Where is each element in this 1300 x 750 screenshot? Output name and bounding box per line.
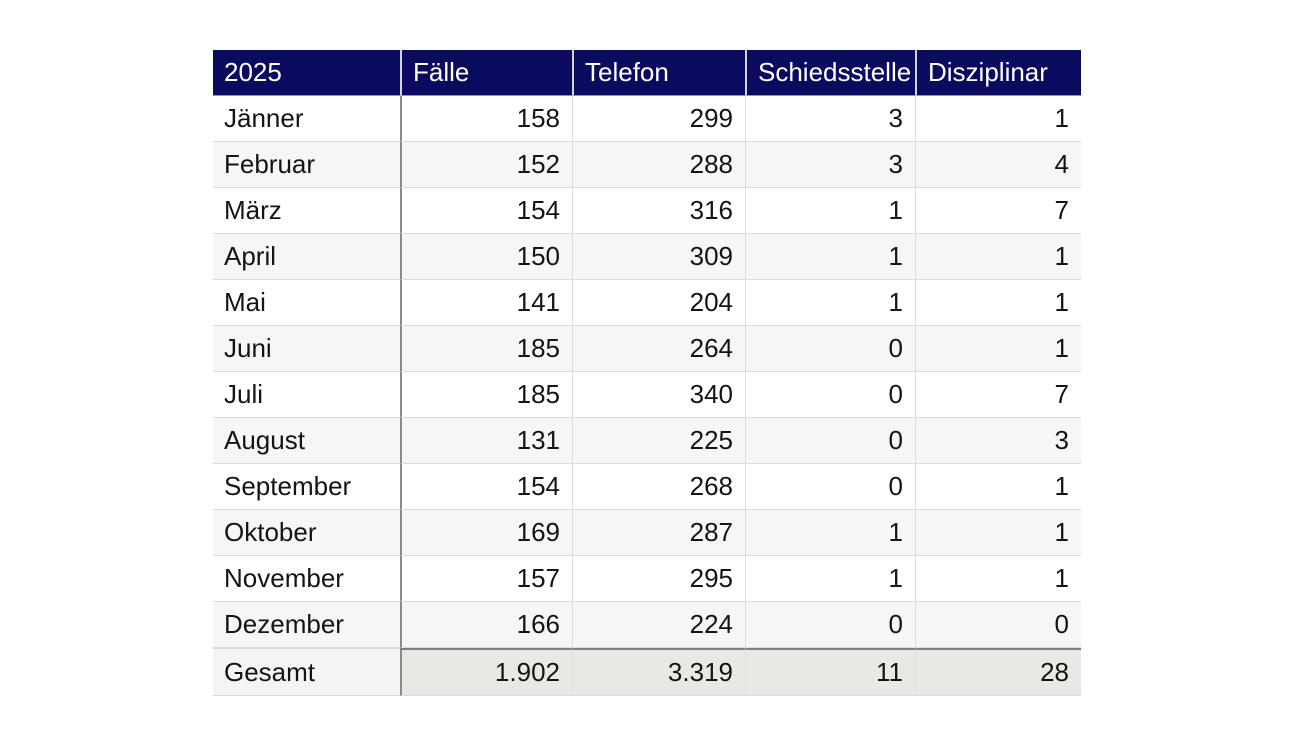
table-header: 2025 Fälle Telefon Schiedsstelle Diszipl… bbox=[213, 50, 1081, 96]
table-row: April 150 309 1 1 bbox=[213, 234, 1081, 280]
value-cell: 1 bbox=[915, 556, 1081, 602]
value-cell: 295 bbox=[572, 556, 745, 602]
value-cell: 0 bbox=[745, 602, 915, 648]
value-cell: 1 bbox=[915, 464, 1081, 510]
total-value-cell: 11 bbox=[745, 648, 915, 696]
month-cell: November bbox=[213, 556, 400, 602]
header-cell-faelle: Fälle bbox=[400, 50, 572, 96]
table-footer: Gesamt 1.902 3.319 11 28 bbox=[213, 648, 1081, 696]
month-cell: August bbox=[213, 418, 400, 464]
month-cell: September bbox=[213, 464, 400, 510]
value-cell: 152 bbox=[400, 142, 572, 188]
value-cell: 340 bbox=[572, 372, 745, 418]
table-row: November 157 295 1 1 bbox=[213, 556, 1081, 602]
value-cell: 1 bbox=[915, 326, 1081, 372]
value-cell: 7 bbox=[915, 372, 1081, 418]
value-cell: 3 bbox=[915, 418, 1081, 464]
header-cell-disziplinar: Disziplinar bbox=[915, 50, 1081, 96]
value-cell: 7 bbox=[915, 188, 1081, 234]
value-cell: 0 bbox=[745, 372, 915, 418]
value-cell: 185 bbox=[400, 372, 572, 418]
value-cell: 150 bbox=[400, 234, 572, 280]
value-cell: 1 bbox=[745, 556, 915, 602]
table-row: Juli 185 340 0 7 bbox=[213, 372, 1081, 418]
value-cell: 1 bbox=[915, 234, 1081, 280]
value-cell: 157 bbox=[400, 556, 572, 602]
value-cell: 3 bbox=[745, 142, 915, 188]
value-cell: 1 bbox=[745, 280, 915, 326]
value-cell: 1 bbox=[915, 510, 1081, 556]
value-cell: 1 bbox=[745, 234, 915, 280]
header-cell-schiedsstelle: Schiedsstelle bbox=[745, 50, 915, 96]
value-cell: 1 bbox=[915, 96, 1081, 142]
header-row: 2025 Fälle Telefon Schiedsstelle Diszipl… bbox=[213, 50, 1081, 96]
month-cell: Mai bbox=[213, 280, 400, 326]
value-cell: 169 bbox=[400, 510, 572, 556]
value-cell: 0 bbox=[745, 326, 915, 372]
statistics-table-2025: 2025 Fälle Telefon Schiedsstelle Diszipl… bbox=[213, 50, 1081, 696]
table-row: März 154 316 1 7 bbox=[213, 188, 1081, 234]
value-cell: 141 bbox=[400, 280, 572, 326]
value-cell: 309 bbox=[572, 234, 745, 280]
month-cell: Dezember bbox=[213, 602, 400, 648]
table-row: Februar 152 288 3 4 bbox=[213, 142, 1081, 188]
table-body: Jänner 158 299 3 1 Februar 152 288 3 4 März 154 316 1… bbox=[213, 96, 1081, 648]
value-cell: 204 bbox=[572, 280, 745, 326]
table-row: Juni 185 264 0 1 bbox=[213, 326, 1081, 372]
table-row: Mai 141 204 1 1 bbox=[213, 280, 1081, 326]
table-row: September 154 268 0 1 bbox=[213, 464, 1081, 510]
total-value-cell: 28 bbox=[915, 648, 1081, 696]
value-cell: 4 bbox=[915, 142, 1081, 188]
value-cell: 268 bbox=[572, 464, 745, 510]
value-cell: 1 bbox=[745, 188, 915, 234]
value-cell: 131 bbox=[400, 418, 572, 464]
value-cell: 3 bbox=[745, 96, 915, 142]
total-value-cell: 1.902 bbox=[400, 648, 572, 696]
month-cell: Februar bbox=[213, 142, 400, 188]
value-cell: 299 bbox=[572, 96, 745, 142]
month-cell: Juni bbox=[213, 326, 400, 372]
total-value-cell: 3.319 bbox=[572, 648, 745, 696]
value-cell: 264 bbox=[572, 326, 745, 372]
value-cell: 287 bbox=[572, 510, 745, 556]
header-cell-year: 2025 bbox=[213, 50, 400, 96]
value-cell: 185 bbox=[400, 326, 572, 372]
table-row: Jänner 158 299 3 1 bbox=[213, 96, 1081, 142]
value-cell: 154 bbox=[400, 188, 572, 234]
header-cell-telefon: Telefon bbox=[572, 50, 745, 96]
month-cell: Oktober bbox=[213, 510, 400, 556]
table-row: Oktober 169 287 1 1 bbox=[213, 510, 1081, 556]
month-cell: April bbox=[213, 234, 400, 280]
table-row: Dezember 166 224 0 0 bbox=[213, 602, 1081, 648]
value-cell: 0 bbox=[745, 464, 915, 510]
value-cell: 154 bbox=[400, 464, 572, 510]
value-cell: 288 bbox=[572, 142, 745, 188]
value-cell: 158 bbox=[400, 96, 572, 142]
month-cell: März bbox=[213, 188, 400, 234]
month-cell: Jänner bbox=[213, 96, 400, 142]
value-cell: 225 bbox=[572, 418, 745, 464]
total-row: Gesamt 1.902 3.319 11 28 bbox=[213, 648, 1081, 696]
value-cell: 316 bbox=[572, 188, 745, 234]
value-cell: 0 bbox=[915, 602, 1081, 648]
month-cell: Juli bbox=[213, 372, 400, 418]
value-cell: 224 bbox=[572, 602, 745, 648]
value-cell: 1 bbox=[745, 510, 915, 556]
value-cell: 1 bbox=[915, 280, 1081, 326]
total-label-cell: Gesamt bbox=[213, 648, 400, 696]
value-cell: 166 bbox=[400, 602, 572, 648]
table-row: August 131 225 0 3 bbox=[213, 418, 1081, 464]
value-cell: 0 bbox=[745, 418, 915, 464]
